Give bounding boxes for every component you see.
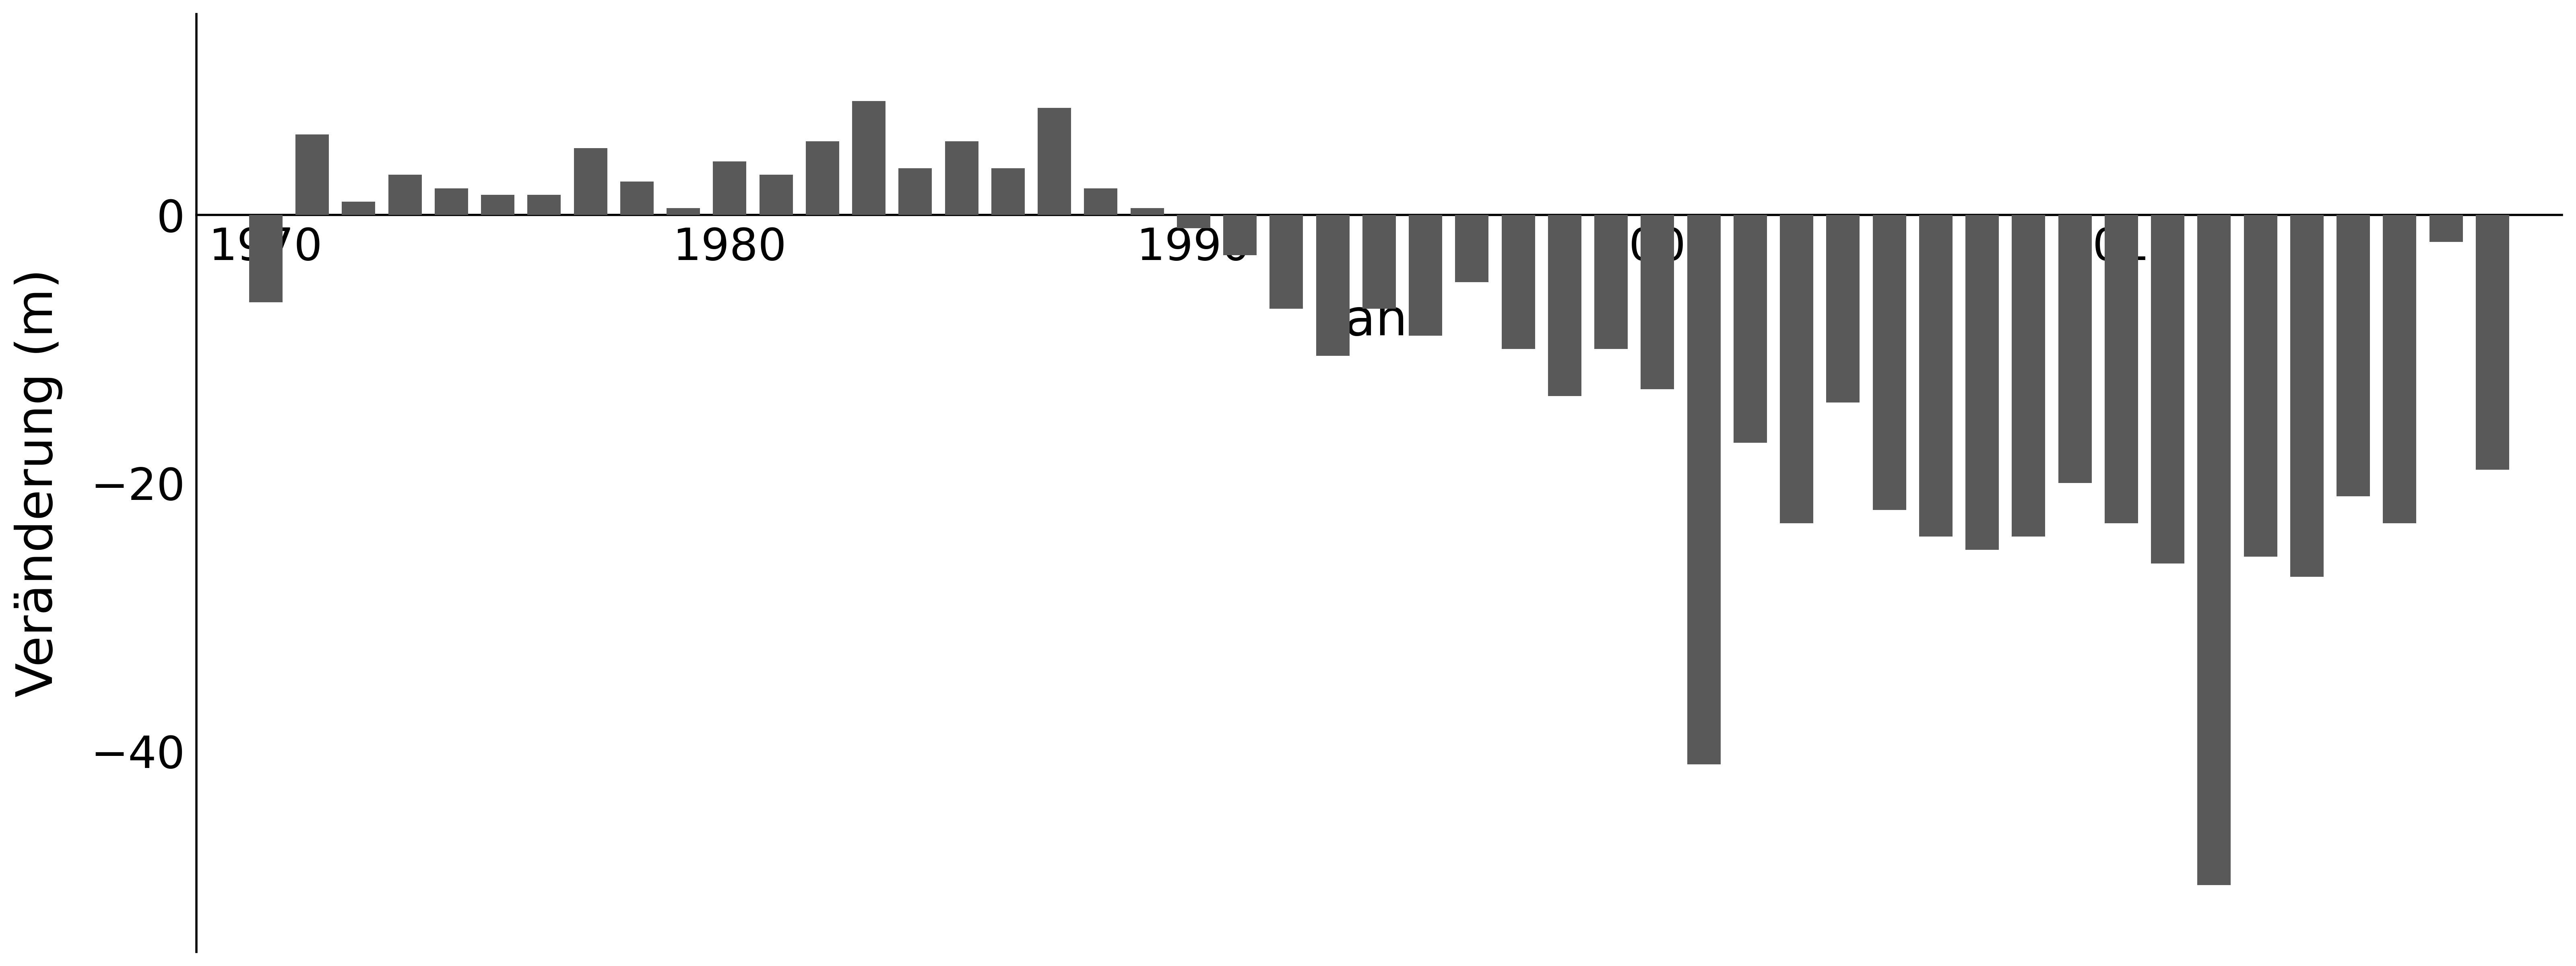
Bar	[1270, 215, 1303, 309]
Bar	[1734, 215, 1767, 442]
Bar	[1316, 215, 1350, 355]
Bar	[1502, 215, 1535, 349]
Bar	[945, 141, 979, 215]
Bar	[343, 202, 376, 215]
Bar	[482, 195, 515, 215]
Bar	[667, 209, 701, 215]
Bar	[853, 101, 886, 215]
Bar	[389, 175, 422, 215]
Bar	[1641, 215, 1674, 389]
Bar	[1919, 215, 1953, 536]
Bar	[2383, 215, 2416, 524]
Bar	[435, 188, 469, 215]
Bar	[806, 141, 840, 215]
X-axis label: Jahr: Jahr	[1329, 298, 1427, 346]
Bar	[2058, 215, 2092, 483]
Bar	[2244, 215, 2277, 556]
Bar	[2290, 215, 2324, 577]
Bar	[296, 134, 330, 215]
Bar	[2197, 215, 2231, 885]
Bar	[1595, 215, 1628, 349]
Bar	[2105, 215, 2138, 524]
Bar	[1965, 215, 1999, 550]
Bar	[1873, 215, 1906, 510]
Bar	[760, 175, 793, 215]
Bar	[250, 215, 283, 302]
Bar	[528, 195, 562, 215]
Bar	[714, 161, 747, 215]
Bar	[1224, 215, 1257, 255]
Bar	[621, 182, 654, 215]
Bar	[1687, 215, 1721, 764]
Bar	[1131, 209, 1164, 215]
Bar	[574, 148, 608, 215]
Bar	[1780, 215, 1814, 524]
Y-axis label: Veränderung (m): Veränderung (m)	[13, 269, 62, 697]
Bar	[2336, 215, 2370, 497]
Bar	[2476, 215, 2509, 469]
Bar	[2151, 215, 2184, 563]
Bar	[1038, 108, 1072, 215]
Bar	[992, 168, 1025, 215]
Bar	[1177, 215, 1211, 228]
Bar	[1363, 215, 1396, 309]
Bar	[2429, 215, 2463, 242]
Bar	[1548, 215, 1582, 396]
Bar	[2012, 215, 2045, 536]
Bar	[1455, 215, 1489, 282]
Bar	[1409, 215, 1443, 335]
Bar	[1084, 188, 1118, 215]
Bar	[1826, 215, 1860, 403]
Bar	[899, 168, 933, 215]
